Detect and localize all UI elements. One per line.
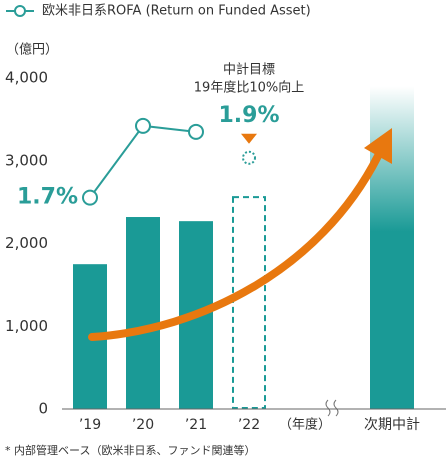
target-pointer xyxy=(241,133,257,144)
y-tick-label: 2,000 xyxy=(5,234,48,252)
legend-label: 欧米非日系ROFA (Return on Funded Asset) xyxy=(42,4,311,19)
target-bar xyxy=(232,196,266,409)
y-unit: （億円） xyxy=(6,42,58,58)
x-tick-label: ’20 xyxy=(132,417,154,433)
y-tick-label: 1,000 xyxy=(5,317,48,335)
data-label: 1.7% xyxy=(17,185,78,210)
line-marker xyxy=(135,117,151,134)
axis-break xyxy=(325,399,339,417)
x-tick-label: 次期中計 xyxy=(364,417,420,433)
target-label: 1.9% xyxy=(218,103,279,128)
y-tick-label: 3,000 xyxy=(5,151,48,169)
footnote: * 内部管理ベース（欧米非日系、ファンド関連等） xyxy=(5,443,255,457)
target-title: 中計目標 xyxy=(223,61,275,77)
x-unit: （年度） xyxy=(279,417,331,433)
line xyxy=(89,124,197,199)
x-tick-label: ’22 xyxy=(238,417,260,433)
target-marker xyxy=(242,150,256,165)
line-marker xyxy=(82,189,98,206)
x-tick-label: ’21 xyxy=(185,417,207,433)
growth-arrow-head xyxy=(364,128,392,164)
line-marker xyxy=(188,123,204,140)
x-tick-label: ’19 xyxy=(79,417,101,433)
y-tick-label: 0 xyxy=(38,400,48,418)
y-tick-label: 4,000 xyxy=(5,69,48,87)
bar xyxy=(126,217,160,409)
target-subtitle: 19年度比10%向上 xyxy=(194,79,304,95)
legend-marker xyxy=(14,5,26,17)
growth-arrow xyxy=(88,152,382,341)
